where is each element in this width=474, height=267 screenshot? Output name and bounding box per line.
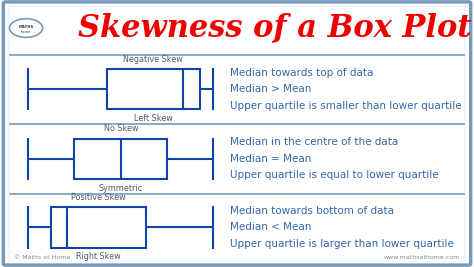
Text: Symmetric: Symmetric	[99, 184, 143, 193]
Text: Positive Skew: Positive Skew	[72, 193, 126, 202]
Text: Median > Mean: Median > Mean	[230, 84, 311, 95]
Bar	[51, 207, 146, 248]
Text: Median < Mean: Median < Mean	[230, 222, 311, 233]
Text: Upper quartile is equal to lower quartile: Upper quartile is equal to lower quartil…	[230, 170, 438, 180]
Text: Negative Skew: Negative Skew	[123, 54, 183, 64]
Text: Upper quartile is larger than lower quartile: Upper quartile is larger than lower quar…	[230, 239, 454, 249]
Text: Median towards bottom of data: Median towards bottom of data	[230, 206, 394, 216]
Text: MATHS: MATHS	[18, 25, 34, 29]
Text: Upper quartile is smaller than lower quartile: Upper quartile is smaller than lower qua…	[230, 101, 462, 111]
Text: © Maths at Home: © Maths at Home	[14, 255, 71, 260]
Circle shape	[9, 19, 43, 37]
Text: home: home	[21, 30, 31, 33]
Text: No Skew: No Skew	[103, 124, 138, 133]
Text: Median = Mean: Median = Mean	[230, 154, 311, 164]
Text: www.mathsathome.com: www.mathsathome.com	[383, 255, 460, 260]
Text: Median towards top of data: Median towards top of data	[230, 68, 373, 78]
Text: Median in the centre of the data: Median in the centre of the data	[230, 137, 398, 147]
Text: Skewness of a Box Plot: Skewness of a Box Plot	[78, 13, 472, 44]
FancyBboxPatch shape	[3, 2, 471, 265]
Text: Left Skew: Left Skew	[134, 114, 173, 123]
Text: Right Skew: Right Skew	[76, 252, 121, 261]
Bar	[74, 139, 167, 179]
Bar	[10, 7, 464, 53]
Bar	[107, 69, 200, 109]
